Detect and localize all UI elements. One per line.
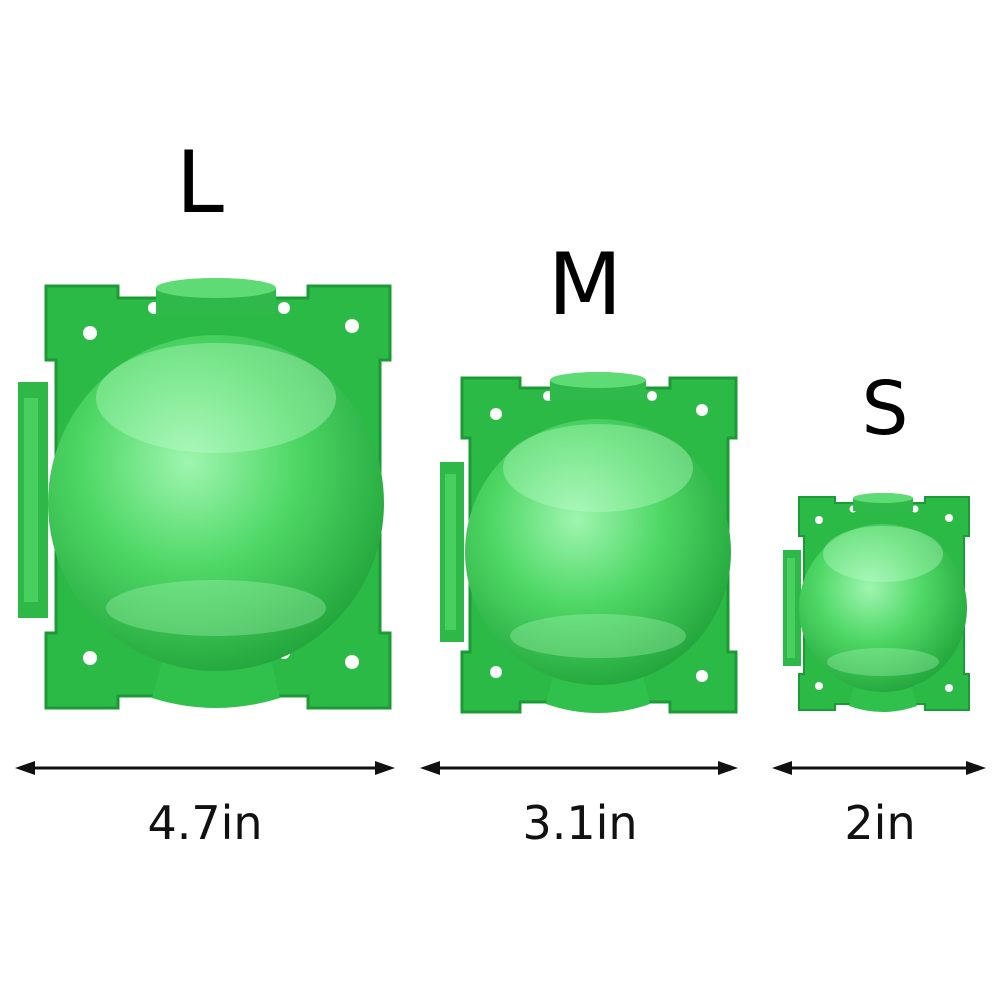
dimension-arrow-small	[772, 761, 986, 775]
rooting-ball-medium	[440, 372, 738, 714]
rooting-ball-small	[783, 493, 970, 712]
size-label-large: L	[176, 133, 224, 233]
rooting-ball-large	[18, 278, 392, 710]
dimension-arrow-medium	[420, 761, 738, 775]
dimension-label-medium: 3.1in	[522, 796, 638, 850]
size-label-small: S	[861, 366, 909, 452]
dimension-label-large: 4.7in	[147, 796, 263, 850]
dimension-arrow-large	[15, 761, 395, 775]
size-label-medium: M	[547, 235, 623, 335]
dimension-label-small: 2in	[844, 796, 916, 850]
